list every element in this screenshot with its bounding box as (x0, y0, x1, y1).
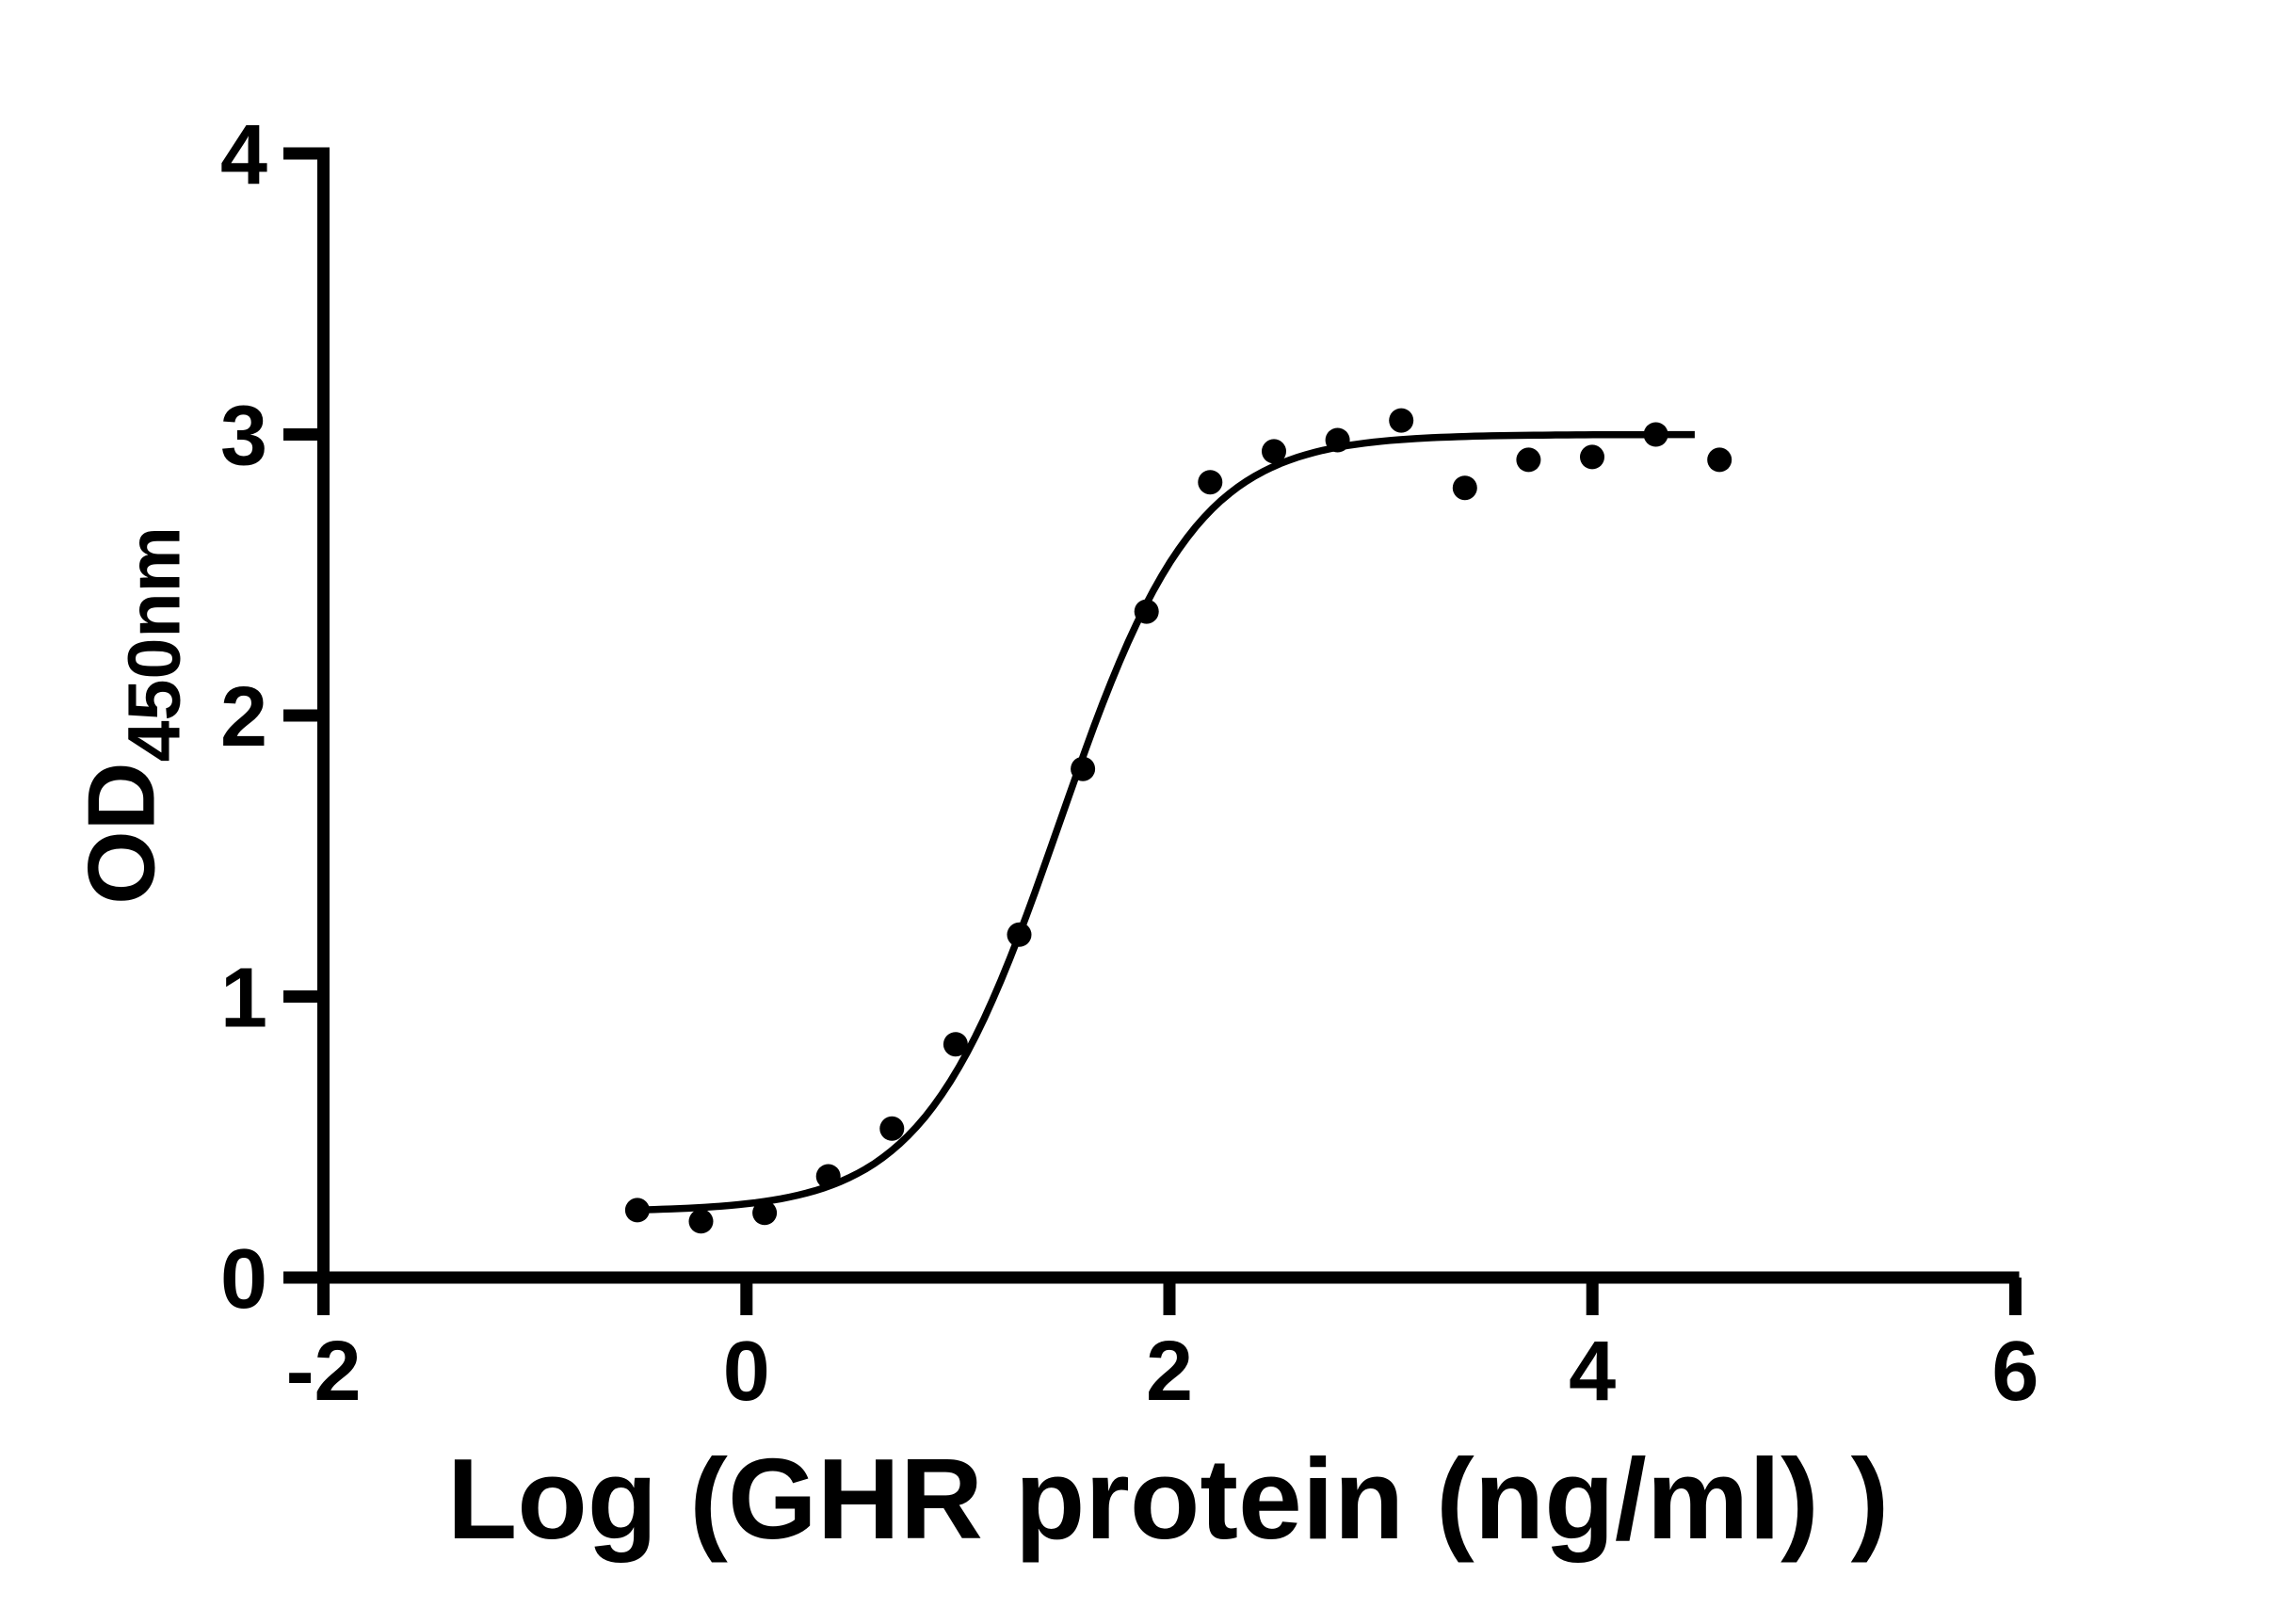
x-tick-label: 0 (723, 1325, 770, 1419)
data-point (624, 1198, 650, 1223)
y-axis-ticks (283, 147, 318, 1284)
y-axis-title-main: OD (69, 762, 175, 905)
y-axis-tick-labels: 0 1 2 3 4 (220, 108, 267, 1327)
x-axis-title-text: Log (GHR protein (ng/ml) ) (446, 1435, 1890, 1563)
data-point (1134, 599, 1159, 624)
data-point (1262, 439, 1286, 464)
data-point (879, 1116, 905, 1141)
data-point (815, 1164, 841, 1189)
data-point (1580, 444, 1604, 470)
y-tick-label: 3 (220, 390, 267, 484)
data-point (1389, 408, 1414, 433)
data-point (1071, 756, 1096, 781)
data-point (1516, 447, 1541, 473)
x-tick-label: 6 (1991, 1325, 2038, 1419)
x-tick-label: 4 (1569, 1325, 1616, 1419)
data-point (1707, 447, 1732, 473)
data-point (1452, 475, 1477, 501)
y-tick-label: 2 (220, 670, 267, 764)
x-axis-title: Log (GHR protein (ng/ml) ) (323, 1433, 2013, 1565)
data-point (1007, 922, 1032, 947)
data-point (752, 1200, 778, 1226)
x-axis-ticks (317, 1278, 2022, 1315)
y-axis-title: OD450nm (69, 526, 196, 905)
data-point (1198, 470, 1223, 495)
sigmoid-fit-curve (636, 430, 1695, 1214)
data-point (688, 1209, 714, 1234)
data-point (1643, 422, 1668, 447)
scatter-data-points (624, 408, 1732, 1234)
data-point (1325, 427, 1350, 453)
y-axis-title-subscript: 450nm (111, 526, 196, 763)
data-point (943, 1032, 968, 1057)
y-tick-label: 4 (220, 108, 267, 202)
x-tick-label: -2 (286, 1325, 362, 1419)
x-tick-label: 2 (1146, 1325, 1193, 1419)
y-tick-label: 1 (220, 952, 267, 1046)
y-tick-label: 0 (220, 1232, 267, 1327)
x-axis-tick-labels: -2 0 2 4 6 (286, 1325, 2039, 1419)
